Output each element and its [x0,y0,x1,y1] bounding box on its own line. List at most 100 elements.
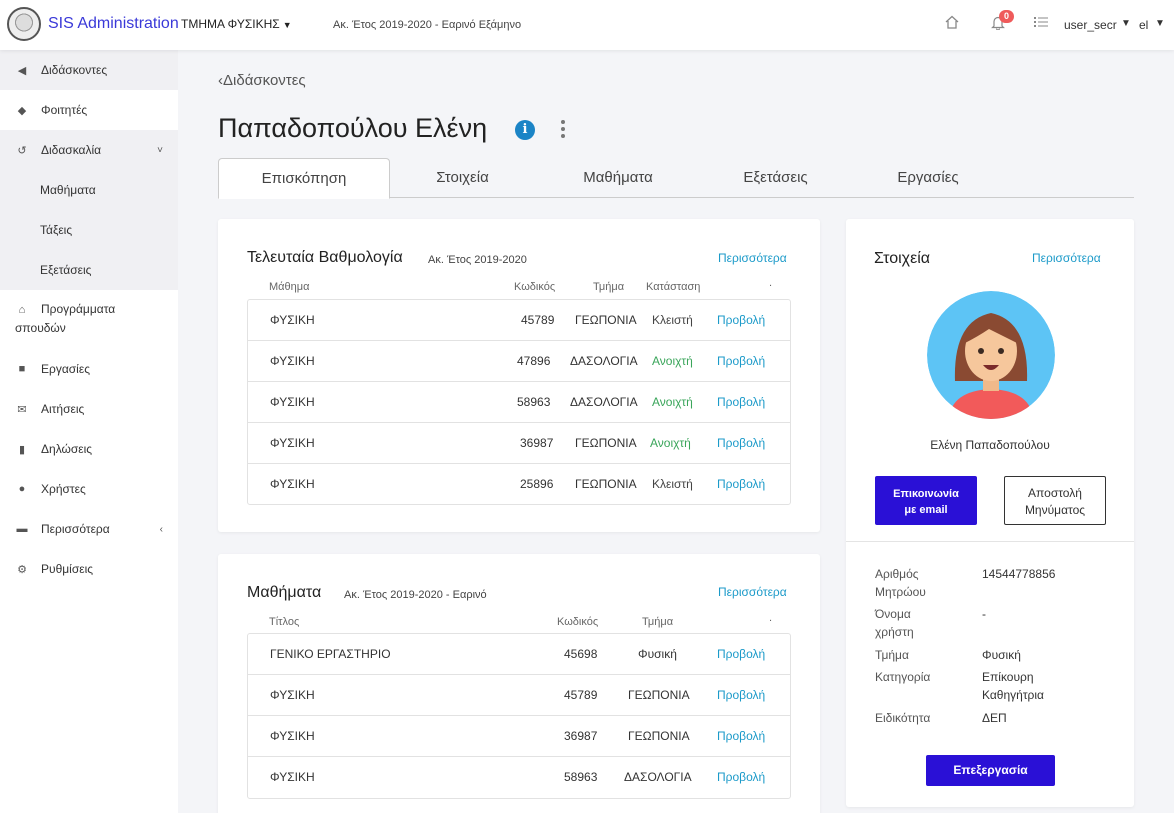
sidebar-item-classes[interactable]: Τάξεις [0,210,178,250]
title-cell: ΓΕΝΙΚΟ ΕΡΓΑΣΤΗΡΙΟ [270,647,391,661]
field-value: 14544778856 [982,567,1056,581]
card-title: Στοιχεία [874,250,931,267]
title-cell: ΦΥΣΙΚΗ [270,770,315,784]
sidebar-item-exams[interactable]: Εξετάσεις [0,250,178,290]
info-icon[interactable]: i [515,120,535,140]
view-link[interactable]: Προβολή [717,354,766,368]
sidebar-item-label: Φοιτητές [41,103,88,117]
view-link[interactable]: Προβολή [717,313,766,327]
view-link[interactable]: Προβολή [717,770,766,784]
sidebar-item-teaching[interactable]: ↺ Διδασκαλία ˅ [0,130,178,170]
view-link[interactable]: Προβολή [717,436,766,450]
sidebar-item-label: Τάξεις [40,223,73,237]
button-label: Αποστολή [1028,486,1082,500]
dept-cell: ΓΕΩΠΟΝΙΑ [628,729,690,743]
more-link[interactable]: Περισσότερα [718,585,787,599]
more-link[interactable]: Περισσότερα [718,251,787,265]
column-header: . [769,612,773,624]
card-title: Μαθήματα [247,584,322,601]
course-cell: ΦΥΣΙΚΗ [270,354,315,368]
language-selector[interactable]: el [1139,18,1149,32]
code-cell: 45698 [564,647,598,661]
sidebar-item-label: Χρήστες [41,482,86,496]
tab-assignments[interactable]: Εργασίες [897,169,959,186]
field-value: Φυσική [982,648,1021,662]
latest-grades-card: Τελευταία Βαθμολογία Ακ. Έτος 2019-2020 … [218,219,820,532]
button-label: Επικοινωνία [893,488,959,500]
table-row: ΦΥΣΙΚΗ 58963 ΔΑΣΟΛΟΓΙΑ Ανοιχτή Προβολή [248,382,790,423]
archive-icon: ▬ [16,523,28,535]
courses-card: Μαθήματα Ακ. Έτος 2019-2020 - Εαρινό Περ… [218,554,820,813]
sidebar-item-courses[interactable]: Μαθήματα [0,170,178,210]
tab-details[interactable]: Στοιχεία [436,169,489,186]
envelope-icon: ✉ [17,403,27,416]
sidebar-item-assignments[interactable]: ■ Εργασίες [0,349,178,389]
university-logo-icon[interactable] [7,7,41,41]
status-cell: Ανοιχτή [650,436,691,450]
grades-table: ΦΥΣΙΚΗ 45789 ΓΕΩΠΟΝΙΑ Κλειστή Προβολή ΦΥ… [247,299,791,505]
dept-cell: Φυσική [638,647,677,661]
department-selector[interactable]: ΤΜΗΜΑ ΦΥΣΙΚΗΣ ▼ [181,17,292,31]
app-title[interactable]: SIS Administration [48,15,179,32]
code-cell: 45789 [564,688,598,702]
department-label: ΤΜΗΜΑ ΦΥΣΙΚΗΣ [181,17,280,31]
cogs-icon: ⚙ [17,563,27,576]
chevron-down-icon[interactable]: ▼ [1121,18,1131,29]
tab-bar: Επισκόπηση Στοιχεία Μαθήματα Εξετάσεις Ε… [218,158,1134,199]
more-vertical-icon[interactable] [561,118,567,141]
megaphone-icon: ◀ [17,64,27,77]
sidebar-item-settings[interactable]: ⚙ Ρυθμίσεις [0,549,178,589]
sidebar-item-label: Περισσότερα [41,522,110,536]
sidebar-item-users[interactable]: ● Χρήστες [0,469,178,509]
field-label: Κατηγορία [875,670,931,684]
code-cell: 47896 [517,354,551,368]
column-header: Τμήμα [642,616,674,628]
field-label: Τμήμα [875,648,909,662]
sidebar-item-more[interactable]: ▬ Περισσότερα ‹ [0,509,178,549]
list-icon[interactable] [1034,15,1048,31]
back-link[interactable]: ‹Διδάσκοντες [218,72,306,89]
profile-name: Ελένη Παπαδοπούλου [930,438,1050,452]
view-link[interactable]: Προβολή [717,477,766,491]
view-link[interactable]: Προβολή [717,395,766,409]
table-row: ΦΥΣΙΚΗ 36987 ΓΕΩΠΟΝΙΑ Ανοιχτή Προβολή [248,423,790,464]
field-label: Ειδικότητα [875,711,931,725]
tab-courses[interactable]: Μαθήματα [583,169,653,186]
send-message-button[interactable]: Αποστολή Μηνύματος [1004,476,1106,525]
sidebar-item-label: Εξετάσεις [40,263,92,277]
edit-button[interactable]: Επεξεργασία [926,755,1055,786]
view-link[interactable]: Προβολή [717,647,766,661]
sidebar-item-requests[interactable]: ✉ Αιτήσεις [0,389,178,429]
more-link[interactable]: Περισσότερα [1032,251,1101,265]
view-link[interactable]: Προβολή [717,688,766,702]
tab-overview[interactable]: Επισκόπηση [218,158,390,199]
sidebar-item-study-programs[interactable]: ⌂ Προγράμματα σπουδών [0,300,178,340]
sidebar-item-students[interactable]: ◆ Φοιτητές [0,90,178,130]
table-row: ΦΥΣΙΚΗ 25896 ΓΕΩΠΟΝΙΑ Κλειστή Προβολή [248,464,790,505]
chevron-down-icon[interactable]: ▼ [1155,18,1165,29]
sidebar-item-label: Μαθήματα [40,183,96,197]
course-cell: ΦΥΣΙΚΗ [270,313,315,327]
sidebar-item-declarations[interactable]: ▮ Δηλώσεις [0,429,178,469]
table-row: ΦΥΣΙΚΗ 45789 ΓΕΩΠΟΝΙΑ Προβολή [248,675,790,716]
status-cell: Ανοιχτή [652,354,693,368]
dept-cell: ΓΕΩΠΟΝΙΑ [575,477,637,491]
courses-table: ΓΕΝΙΚΟ ΕΡΓΑΣΤΗΡΙΟ 45698 Φυσική Προβολή Φ… [247,633,791,799]
user-menu[interactable]: user_secr [1064,18,1117,32]
dept-cell: ΔΑΣΟΛΟΓΙΑ [624,770,692,784]
sidebar-item-label: Διδασκαλία [41,143,102,157]
avatar [927,291,1055,419]
code-cell: 58963 [564,770,598,784]
tab-exams[interactable]: Εξετάσεις [743,169,808,186]
email-contact-button[interactable]: Επικοινωνία με email [875,476,977,525]
sidebar-item-instructors[interactable]: ◀ Διδάσκοντες [0,50,178,90]
home-icon[interactable] [945,15,959,32]
view-link[interactable]: Προβολή [717,729,766,743]
sidebar-item-label: σπουδών [15,321,66,335]
button-label: Μηνύματος [1024,503,1086,517]
column-header: Κωδικός [514,281,556,293]
field-value: - [982,607,986,621]
sidebar-item-label: Εργασίες [41,362,90,376]
chevron-left-icon: ‹ [159,523,163,535]
code-cell: 45789 [521,313,555,327]
